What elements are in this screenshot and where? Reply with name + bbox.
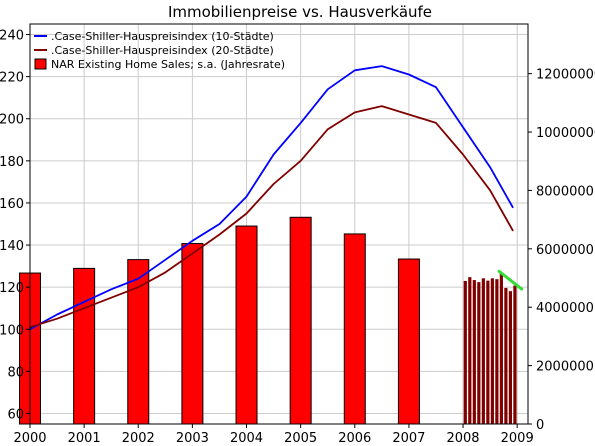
bar-annual-home-sales <box>343 233 366 425</box>
bar-annual-home-sales <box>289 216 312 425</box>
legend: .Case-Shiller-Hauspreisindex (10-Städte)… <box>34 30 285 71</box>
x-tick-label: 2001 <box>68 431 101 446</box>
series-line-case-shiller-10 <box>29 65 514 331</box>
legend-box-marker <box>34 58 47 70</box>
bar-monthly-home-sales <box>490 278 494 424</box>
bar-annual-home-sales <box>235 225 258 425</box>
bar-monthly-home-sales <box>513 285 517 424</box>
series-line-case-shiller-20 <box>29 105 514 329</box>
bar-monthly-home-sales <box>477 282 481 424</box>
y-left-tick-label: 180 <box>0 155 24 170</box>
plot-frame <box>29 23 529 425</box>
y-left-tick-label: 160 <box>0 197 24 212</box>
bar-monthly-home-sales <box>486 280 490 424</box>
bar-monthly-home-sales <box>508 291 513 424</box>
bar-monthly-home-sales <box>481 278 485 424</box>
y-left-tick-label: 220 <box>0 71 24 86</box>
y-right-tick-label: 6000000 <box>536 243 594 258</box>
bar-monthly-home-sales <box>468 277 472 424</box>
y-right-tick-label: 2000000 <box>536 360 594 375</box>
bar-monthly-home-sales <box>504 287 508 424</box>
x-tick-label: 2005 <box>284 431 317 446</box>
x-tick-label: 2008 <box>446 431 479 446</box>
legend-label: .Case-Shiller-Hauspreisindex (20-Städte) <box>51 44 274 57</box>
y-left-tick-label: 120 <box>0 281 24 296</box>
x-tick-label: 2006 <box>338 431 371 446</box>
bar-annual-home-sales <box>73 267 96 425</box>
x-tick-label: 2003 <box>176 431 209 446</box>
axes: 60 80 100 120 140 160 180 200 220 240 2000 2001 2002… <box>0 29 595 446</box>
bar-annual-home-sales <box>127 259 150 425</box>
bar-monthly-home-sales <box>495 279 499 424</box>
y-left-tick-label: 80 <box>7 365 24 380</box>
x-tick-label: 2002 <box>122 431 155 446</box>
legend-label: .Case-Shiller-Hauspreisindex (10-Städte) <box>51 30 274 43</box>
y-right-tick-label: 0 <box>536 418 544 433</box>
trend-line-sales <box>497 269 524 291</box>
plot-area <box>30 24 528 424</box>
y-right-tick-label: 4000000 <box>536 301 594 316</box>
chart-title: Immobilienpreise vs. Hausverkäufe <box>168 3 432 21</box>
legend-label: NAR Existing Home Sales; s.a. (Jahresrat… <box>51 58 285 71</box>
bar-monthly-home-sales <box>463 280 467 424</box>
x-tick-label: 2009 <box>501 431 534 446</box>
y-right-tick-label: 8000000 <box>536 184 594 199</box>
y-left-tick-label: 240 <box>0 29 24 44</box>
y-right-tick-label: 12000000 <box>536 68 595 83</box>
y-left-tick-label: 140 <box>0 239 24 254</box>
y-left-tick-label: 60 <box>7 407 24 422</box>
y-left-tick-label: 100 <box>0 323 24 338</box>
bars <box>19 216 517 425</box>
bar-monthly-home-sales <box>499 272 503 424</box>
bar-annual-home-sales <box>181 243 204 425</box>
bar-monthly-home-sales <box>472 280 476 424</box>
x-tick-label: 2000 <box>13 431 46 446</box>
x-tick-label: 2007 <box>392 431 425 446</box>
y-right-tick-label: 10000000 <box>536 126 595 141</box>
x-tick-label: 2004 <box>230 431 263 446</box>
lines <box>29 65 524 331</box>
bar-annual-home-sales <box>397 258 420 425</box>
y-left-tick-label: 200 <box>0 113 24 128</box>
